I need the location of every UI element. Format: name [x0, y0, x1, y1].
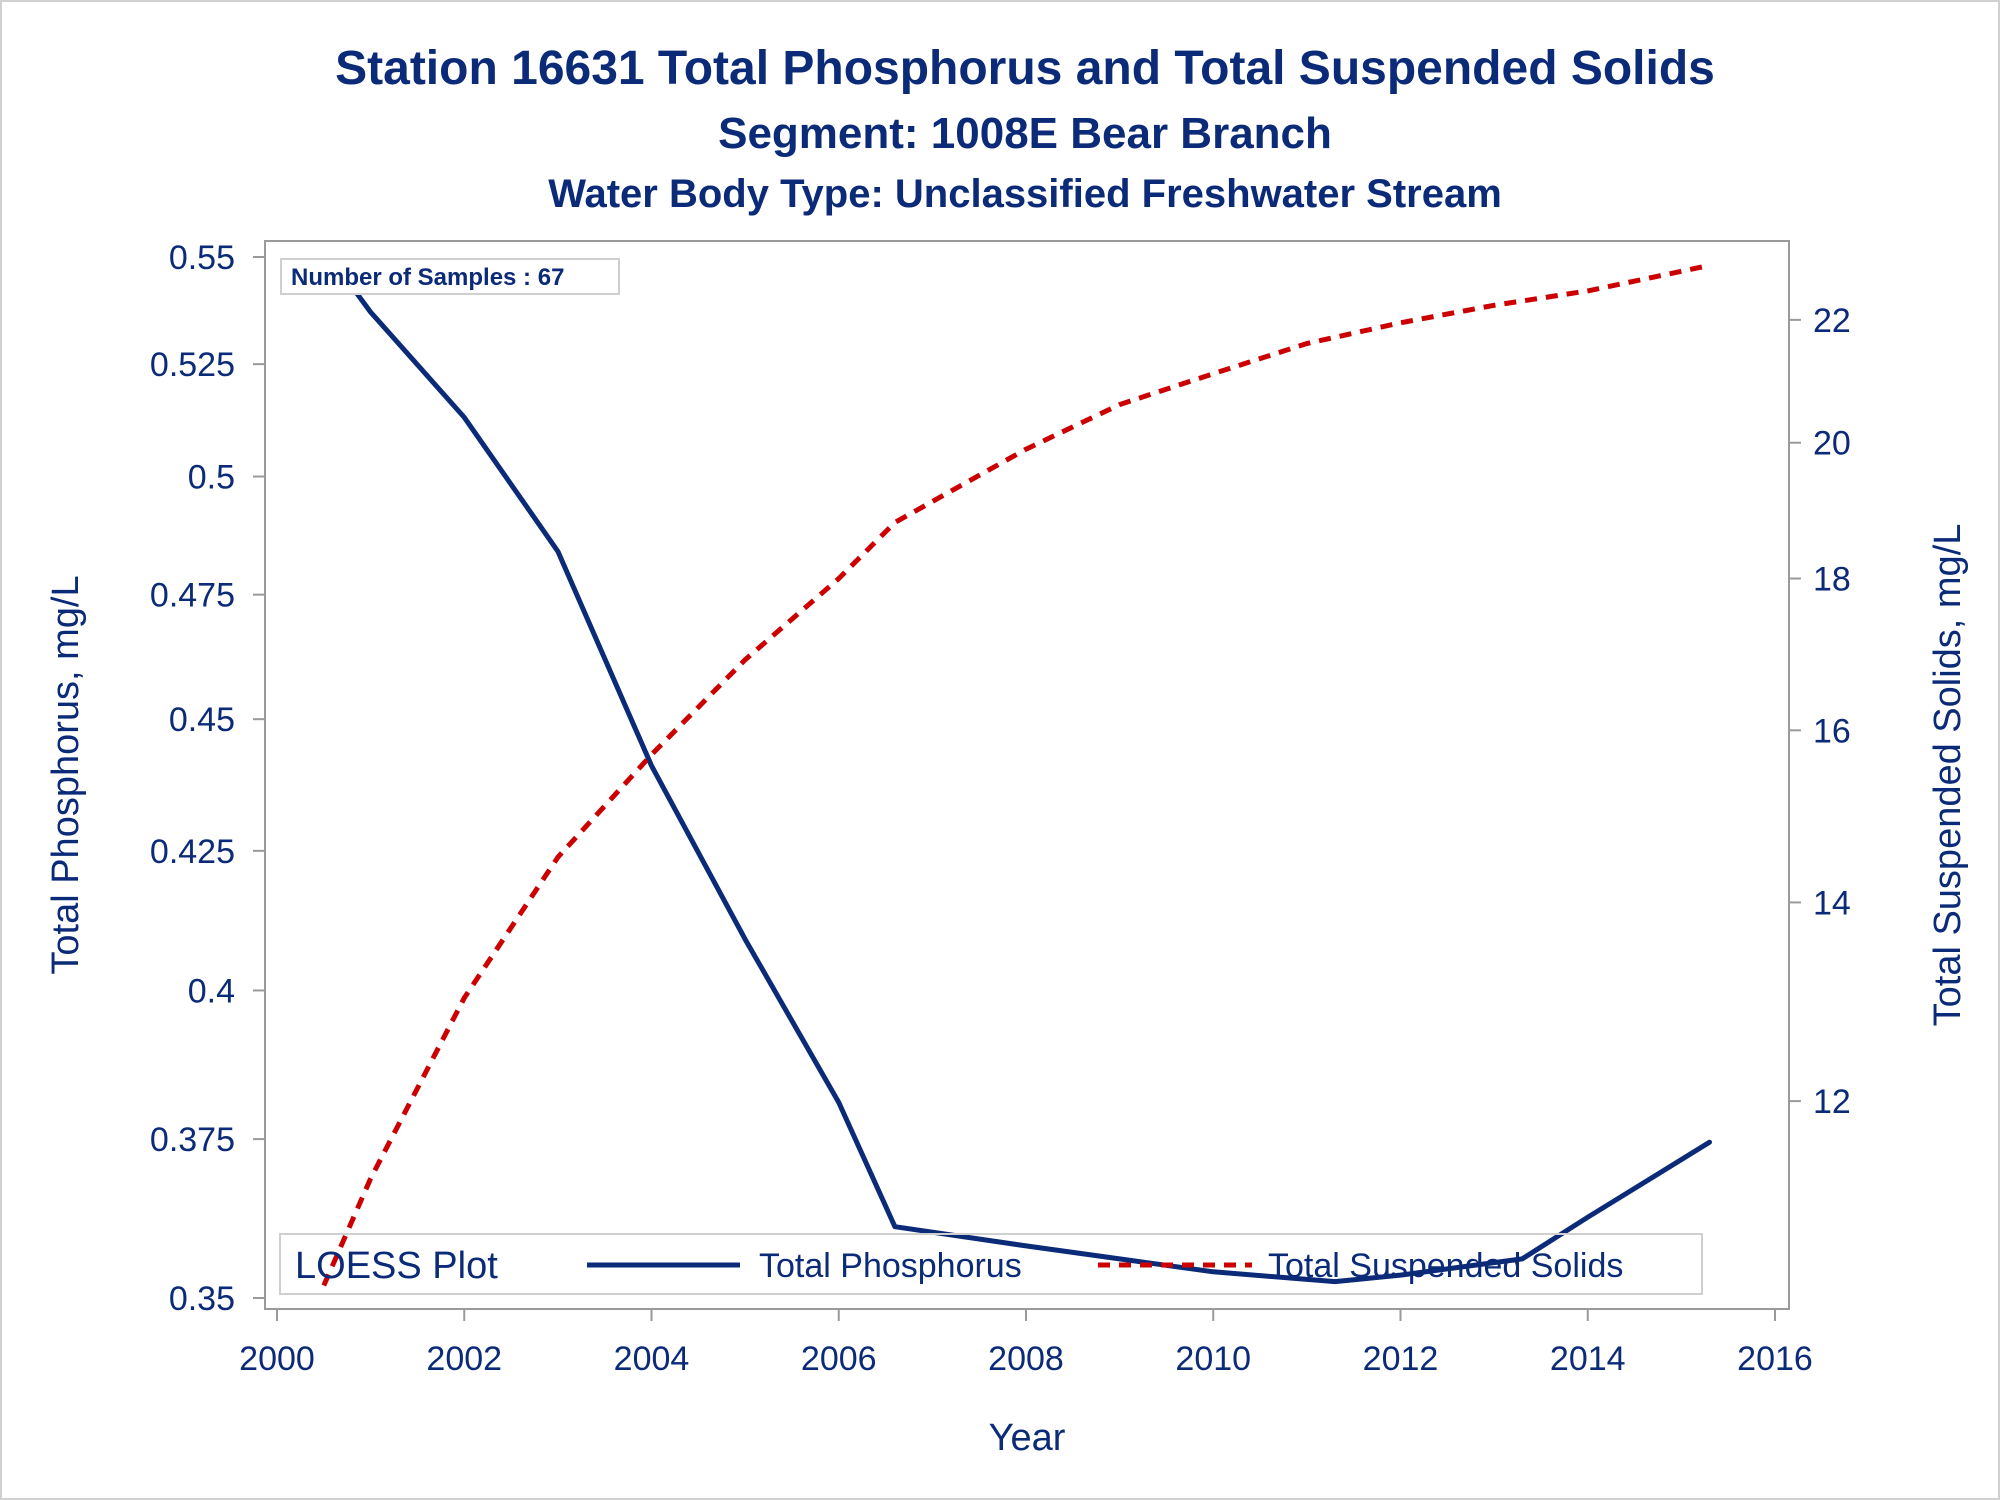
- y2-tick-label: 18: [1813, 561, 1851, 599]
- chart-subtitle-2: Water Body Type: Unclassified Freshwater…: [548, 172, 1502, 216]
- x-tick-label: 2016: [1737, 1340, 1813, 1378]
- sample-count-box: [280, 258, 620, 295]
- series-layer: [321, 258, 1712, 1287]
- y2-tick-label: 16: [1813, 712, 1851, 750]
- y-tick-label: 0.375: [150, 1121, 235, 1159]
- x-tick-label: 2000: [239, 1340, 315, 1378]
- x-tick-label: 2008: [988, 1340, 1064, 1378]
- y-tick-label: 0.425: [150, 833, 235, 871]
- x-tick-label: 2004: [614, 1340, 690, 1378]
- y-tick-label: 0.4: [188, 972, 235, 1010]
- legend: LOESS Plot Total Phosphorus Total Suspen…: [279, 1233, 1703, 1295]
- y-axis-label: Total Phosphorus, mg/L: [45, 575, 87, 974]
- y-tick-label: 0.35: [169, 1280, 235, 1318]
- y-axis-left: 0.35 0.375 0.4 0.425 0.45 0.475 0.5 0.525 0.55: [150, 239, 265, 1318]
- y2-tick-label: 12: [1813, 1083, 1851, 1121]
- y-tick-label: 0.475: [150, 577, 235, 615]
- series-line-total-phosphorus: [330, 258, 1712, 1285]
- legend-title: LOESS Plot: [295, 1245, 498, 1287]
- y-axis-right: 12 14 16 18 20 22: [1789, 302, 1851, 1121]
- x-axis-label: Year: [989, 1417, 1066, 1459]
- chart-title: Station 16631 Total Phosphorus and Total…: [335, 42, 1715, 95]
- y-tick-label: 0.55: [169, 239, 235, 277]
- y-tick-label: 0.525: [150, 346, 235, 384]
- x-tick-label: 2006: [801, 1340, 877, 1378]
- y-tick-label: 0.45: [169, 701, 235, 739]
- legend-label-total-phosphorus: Total Phosphorus: [759, 1247, 1022, 1285]
- x-tick-label: 2014: [1550, 1340, 1626, 1378]
- y2-tick-label: 22: [1813, 302, 1851, 340]
- y-tick-label: 0.5: [188, 459, 235, 497]
- x-tick-label: 2012: [1363, 1340, 1439, 1378]
- x-tick-label: 2010: [1175, 1340, 1251, 1378]
- legend-label-total-suspended-solids: Total Suspended Solids: [1268, 1247, 1623, 1285]
- legend-box: [279, 1233, 1703, 1295]
- sample-count-annotation: Number of Samples : 67: [291, 264, 564, 291]
- x-axis: 2000 2002 2004 2006 2008 2010 2012 2014 2016: [239, 1309, 1813, 1378]
- y2-tick-label: 14: [1813, 884, 1851, 922]
- y2-axis-label: Total Suspended Solids, mg/L: [1927, 524, 1969, 1027]
- y2-tick-label: 20: [1813, 425, 1851, 463]
- x-tick-label: 2002: [426, 1340, 502, 1378]
- series-line-total-suspended-solids: [321, 262, 1711, 1287]
- chart-subtitle: Segment: 1008E Bear Branch: [718, 109, 1332, 158]
